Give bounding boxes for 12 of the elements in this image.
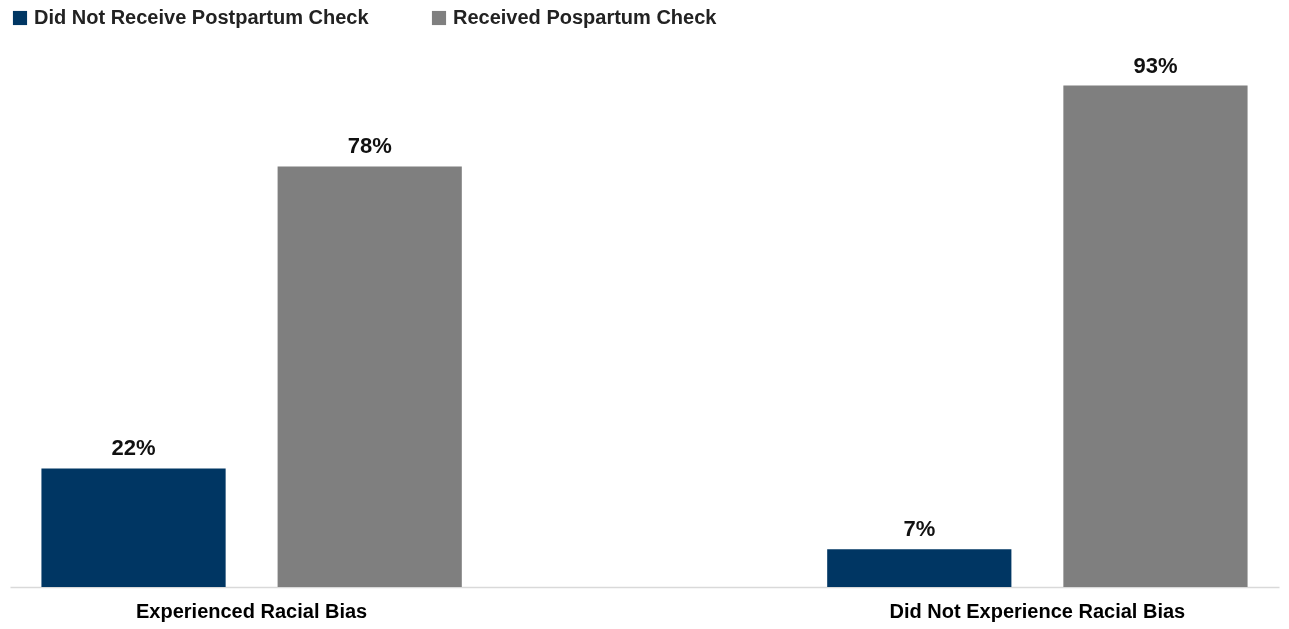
bar xyxy=(41,468,226,587)
legend-label: Received Pospartum Check xyxy=(453,6,718,28)
data-label: 93% xyxy=(1133,52,1178,78)
x-tick-label: Experienced Racial Bias xyxy=(136,599,368,622)
legend-label: Did Not Receive Postpartum Check xyxy=(34,6,370,28)
bar xyxy=(827,549,1012,587)
x-tick-label: Did Not Experience Racial Bias xyxy=(889,599,1186,622)
data-label: 78% xyxy=(347,133,392,159)
bar xyxy=(1063,85,1248,587)
data-label: 7% xyxy=(903,516,936,542)
bar xyxy=(277,166,462,587)
data-label: 22% xyxy=(111,435,156,461)
